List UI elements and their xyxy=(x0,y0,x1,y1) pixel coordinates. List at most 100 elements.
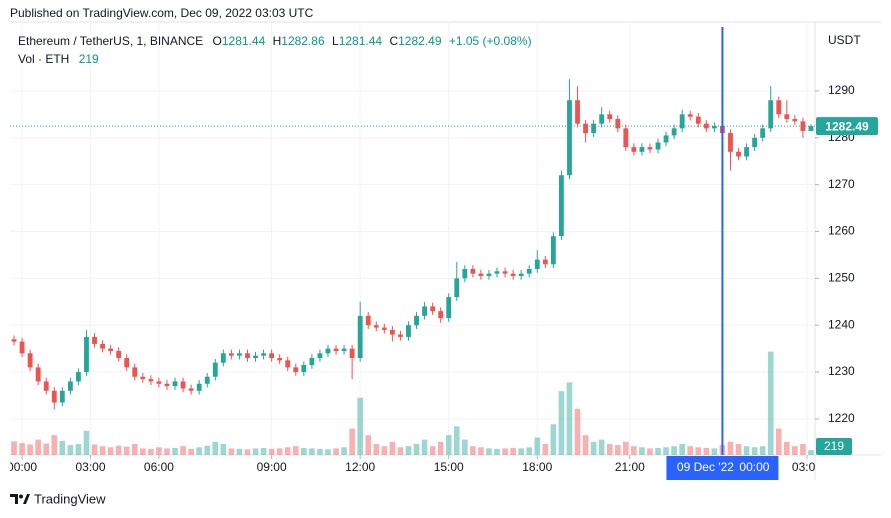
candle-body xyxy=(486,273,492,276)
volume-bar xyxy=(534,437,541,455)
volume-bar xyxy=(67,445,74,455)
volume-bar xyxy=(156,447,162,455)
candle-body xyxy=(422,306,427,316)
candle-body xyxy=(470,268,476,274)
candle-body xyxy=(148,379,154,382)
volume-bar xyxy=(743,446,750,455)
candle-body xyxy=(349,348,355,358)
volume-bar xyxy=(172,447,178,455)
candle-body xyxy=(108,348,114,351)
volume-bar xyxy=(703,447,710,455)
candle-body xyxy=(502,271,508,274)
candle-body xyxy=(542,259,548,265)
candle-body xyxy=(357,315,363,358)
volume-bar xyxy=(212,441,219,455)
candle-body xyxy=(663,135,669,143)
time-labels: 00:00 03:00 06:00 09:00 12:00 15:00 18:00 21:00… xyxy=(10,460,815,474)
volume-bar xyxy=(462,439,468,455)
candle-body xyxy=(792,119,798,122)
candle-body xyxy=(325,348,331,354)
candle-body xyxy=(116,350,122,358)
x-tick-label: 12:00 xyxy=(345,460,375,474)
candle-body xyxy=(317,353,323,358)
candle-body xyxy=(196,383,202,391)
footer-logo xyxy=(10,494,30,504)
candle-body xyxy=(631,147,637,152)
x-tick-label: 09:00 xyxy=(257,460,287,474)
candle-body xyxy=(671,128,677,136)
volume-bar xyxy=(558,391,565,455)
candle-body xyxy=(220,353,226,363)
candle-body xyxy=(454,278,460,298)
volume-last: 219 xyxy=(79,52,99,66)
candle-body xyxy=(381,327,387,330)
volume-bar xyxy=(276,448,283,455)
volume-bar xyxy=(107,447,114,455)
ohlc-prefix: L xyxy=(332,34,339,48)
x-tick-label: 21:00 xyxy=(615,460,645,474)
candle-body xyxy=(623,128,629,148)
candle-body xyxy=(100,343,105,349)
candle-body xyxy=(711,126,717,129)
volume-bar xyxy=(252,448,259,455)
candle-body xyxy=(744,147,749,157)
volume-bar xyxy=(510,447,516,455)
volume-bar xyxy=(115,445,122,455)
volume-bar xyxy=(639,447,645,455)
candle-body xyxy=(575,100,580,124)
candle-body xyxy=(333,348,339,351)
candle-body xyxy=(237,353,242,356)
candle-body xyxy=(188,388,194,391)
volume-bar xyxy=(188,448,194,455)
volume-bar xyxy=(687,446,694,455)
volume-bar xyxy=(542,444,549,455)
volume-bar xyxy=(341,447,347,455)
volume-bar xyxy=(711,448,718,455)
candle-body xyxy=(365,315,371,326)
volume-bar xyxy=(59,440,66,455)
volume-bar xyxy=(671,446,677,455)
candle-body xyxy=(389,329,395,335)
candle-body xyxy=(76,372,81,382)
candle-body xyxy=(269,353,275,358)
volume-bar xyxy=(582,435,589,455)
volume-bar xyxy=(284,447,291,455)
volume-bar xyxy=(11,441,17,455)
candle-body xyxy=(51,390,57,403)
candle-body xyxy=(27,353,33,368)
candle-body xyxy=(132,367,138,377)
candle-body xyxy=(430,306,436,312)
candle-body xyxy=(414,315,419,326)
candle-body xyxy=(550,236,556,265)
volume-bar xyxy=(317,448,323,455)
candle-body xyxy=(567,100,572,176)
candle-body xyxy=(43,381,49,391)
volume-bar xyxy=(83,430,90,455)
volume-bar xyxy=(429,446,436,455)
volume-bar xyxy=(751,447,758,455)
volume-bar xyxy=(204,445,211,455)
volume-badge xyxy=(816,438,852,455)
volume-bar xyxy=(27,444,33,455)
volume-bar xyxy=(623,441,629,455)
volume-bar xyxy=(228,448,235,455)
crosshair-date: 09 Dec '22 xyxy=(677,460,734,474)
candle-body xyxy=(728,133,733,152)
y-tick-label: 1220 xyxy=(828,411,855,425)
candle-body xyxy=(156,381,162,384)
candle-body xyxy=(534,259,540,269)
candle-body xyxy=(67,381,73,391)
ohlc-high: 1282.86 xyxy=(281,34,325,48)
candle-body xyxy=(655,142,661,150)
candle-body xyxy=(526,268,532,274)
candle-body xyxy=(204,376,210,384)
volume-bar xyxy=(574,408,581,455)
candle-body xyxy=(615,119,621,129)
volume-bar xyxy=(453,426,460,455)
y-tick-label: 1240 xyxy=(828,317,855,331)
volume-bar xyxy=(99,446,106,455)
candle-body xyxy=(59,390,65,403)
volume-bar xyxy=(470,446,476,455)
volume-bar xyxy=(550,424,557,455)
candle-body xyxy=(277,357,283,361)
